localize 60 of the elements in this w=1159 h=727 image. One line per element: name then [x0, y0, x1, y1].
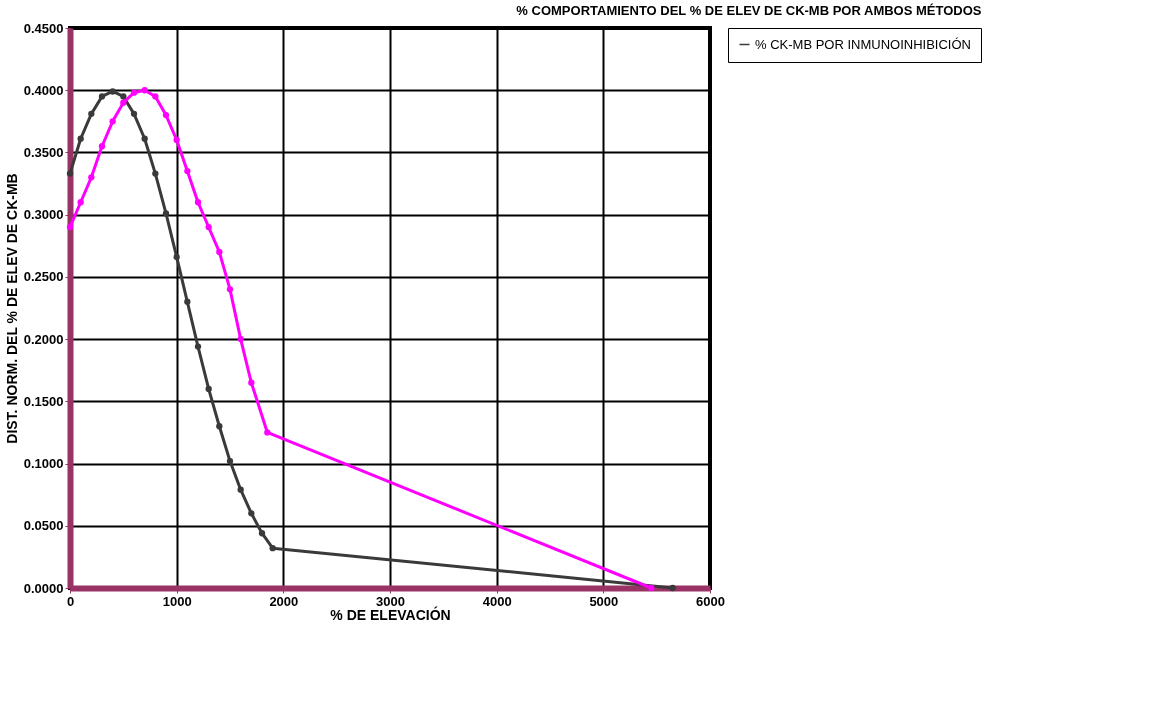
point: [669, 584, 676, 592]
point: [248, 379, 255, 386]
x-tick-label: 5000: [589, 593, 619, 609]
point: [98, 143, 106, 150]
y-tick-label: 0.1000: [23, 456, 64, 472]
x-tick-label: 2000: [269, 593, 299, 609]
point: [88, 174, 95, 181]
x-tick-label: 6000: [696, 593, 725, 609]
point: [264, 429, 271, 436]
y-tick-label: 0.3000: [23, 207, 64, 223]
point: [205, 385, 212, 393]
point: [66, 170, 74, 177]
point: [269, 545, 276, 552]
point: [77, 135, 84, 142]
point: [184, 298, 191, 305]
point: [184, 167, 191, 175]
point: [88, 110, 95, 118]
point: [162, 111, 170, 119]
point: [258, 530, 266, 537]
y-tick-label: 0.4500: [23, 20, 64, 36]
y-tick-label: 0.0500: [23, 518, 64, 534]
legend-label: % CK-MB POR INMUNOINHIBICIÓN: [755, 36, 971, 52]
point: [237, 335, 244, 343]
text: % COMPORTAMIENTO DEL % DE ELEV DE CK-MB POR AMBOS MÉTODOS: [516, 3, 982, 18]
point: [66, 223, 74, 231]
point: [226, 457, 234, 465]
y-tick-label: 0.2000: [23, 331, 64, 347]
point: [152, 170, 159, 177]
y-axis-title: DIST. NORM. DEL % DE ELEV DE CK-MB: [3, 173, 20, 444]
point: [194, 199, 202, 206]
point: [648, 584, 655, 592]
point: [130, 89, 138, 96]
point: [152, 93, 159, 100]
point: [216, 423, 223, 430]
y-tick-label: 0.1500: [23, 393, 64, 409]
y-tick-label: 0.3500: [23, 144, 64, 160]
point: [194, 343, 202, 350]
point: [109, 118, 116, 125]
x-tick-label: 0: [66, 593, 75, 609]
point: [130, 110, 138, 118]
point: [237, 486, 244, 493]
point: [77, 199, 84, 206]
y-tick-label: 0.0000: [23, 580, 64, 596]
point: [120, 93, 127, 100]
x-tick-label: 1000: [162, 593, 192, 609]
point: [98, 93, 106, 100]
point: [173, 136, 180, 144]
point: [141, 87, 148, 94]
y-tick-label: 0.2500: [23, 269, 64, 285]
point: [120, 99, 127, 106]
point: [109, 88, 116, 95]
point: [248, 510, 255, 517]
point: [226, 286, 234, 293]
point: [162, 210, 170, 217]
y-tick-label: 0.4000: [23, 82, 64, 98]
x-tick-label: 4000: [482, 593, 512, 609]
point: [205, 223, 212, 231]
point: [216, 248, 223, 256]
point: [173, 253, 180, 261]
point: [141, 135, 148, 142]
